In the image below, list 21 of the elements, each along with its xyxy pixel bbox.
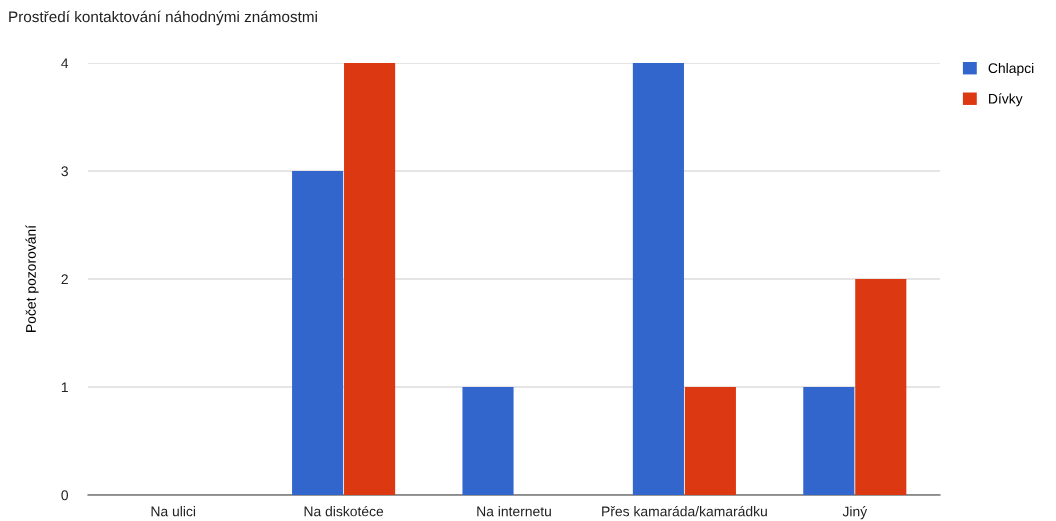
bar	[292, 171, 344, 495]
y-tick-label: 1	[61, 382, 68, 393]
bar	[855, 279, 907, 495]
y-tick-label: 0	[61, 490, 69, 501]
bar	[344, 63, 396, 495]
bar	[632, 63, 684, 495]
legend-label: Dívky	[989, 93, 1023, 107]
x-tick-label: Na diskotéce	[304, 505, 384, 517]
y-axis-title: Počet pozorování	[25, 225, 39, 332]
chart-title: Prostředí kontaktování náhodnými známostmi	[9, 10, 317, 26]
y-tick-label: 4	[61, 58, 69, 69]
x-tick-label: Přes kamaráda/kamarádku	[602, 505, 767, 517]
x-tick-label: Na ulici	[151, 506, 196, 517]
legend-label: Chlapci	[988, 62, 1034, 76]
y-tick-label: 3	[61, 166, 68, 177]
x-tick-label: Na internetu	[477, 506, 551, 517]
bar	[803, 387, 855, 495]
bar	[684, 387, 736, 495]
y-tick-label: 2	[61, 274, 68, 285]
x-tick-label: Jiný	[842, 506, 868, 520]
bar	[462, 387, 514, 495]
